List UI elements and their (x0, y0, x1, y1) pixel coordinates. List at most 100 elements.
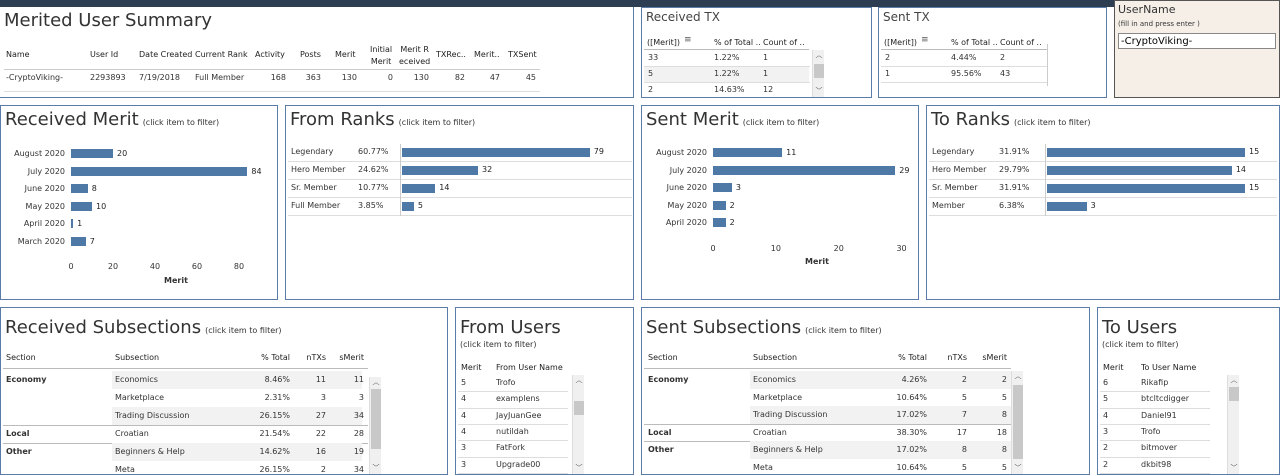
bar[interactable] (1047, 184, 1246, 193)
scroll-up-icon[interactable]: ︿ (372, 378, 380, 386)
pct-cell: 26.15% (259, 411, 290, 420)
fu-scroll-thumb[interactable] (574, 401, 584, 415)
tx-merit[interactable]: 2 (885, 53, 891, 62)
tx-merit[interactable]: 2 (648, 85, 654, 94)
subsection-cell[interactable]: Meta (115, 465, 135, 474)
received-merit-xlabel: Merit (164, 276, 188, 285)
section-cell[interactable]: Economy (648, 375, 689, 384)
bar[interactable] (1047, 166, 1232, 175)
section-cell[interactable]: Local (648, 427, 672, 437)
bar[interactable] (713, 218, 726, 227)
tx-merit[interactable]: 33 (648, 53, 659, 62)
pct-cell: 2.31% (264, 393, 290, 402)
bar[interactable] (402, 202, 414, 211)
bar[interactable] (713, 200, 726, 210)
rank-name[interactable]: Legendary (932, 147, 975, 156)
col-merit2: Merit.. (474, 50, 500, 59)
rank-name[interactable]: Legendary (291, 147, 334, 156)
bar-value: 20 (117, 149, 128, 158)
x-tick-label: 0 (68, 262, 74, 271)
scroll-down-icon[interactable]: ﹀ (815, 87, 823, 95)
rank-name[interactable]: Hero Member (932, 165, 987, 174)
tx-merit[interactable]: 1 (885, 69, 891, 78)
rs-scrollbar[interactable]: ︿ ﹀ (369, 377, 381, 474)
bar[interactable] (713, 165, 896, 175)
sort-icon[interactable]: ≡ (921, 35, 929, 45)
sort-icon[interactable]: ≡ (684, 35, 692, 45)
section-cell[interactable]: Other (6, 447, 32, 456)
bar[interactable] (71, 219, 74, 228)
tu-scroll-thumb[interactable] (1229, 387, 1239, 401)
scroll-up-icon[interactable]: ︿ (1230, 376, 1238, 384)
user-name[interactable]: FatFork (496, 443, 526, 453)
user-name[interactable]: Daniel91 (1141, 410, 1177, 420)
scroll-up-icon[interactable]: ︿ (1014, 372, 1022, 380)
bar[interactable] (1047, 202, 1087, 211)
fu-scrollbar[interactable]: ︿ ﹀ (572, 375, 584, 474)
bar[interactable] (71, 201, 92, 211)
bar-value: 14 (439, 183, 450, 192)
rs-scroll-thumb[interactable] (371, 389, 381, 449)
user-name[interactable]: btcltcdigger (1141, 394, 1190, 404)
user-name[interactable]: dkbit98 (1141, 459, 1172, 469)
user-name[interactable]: Trofo (1141, 426, 1161, 436)
section-cell[interactable]: Economy (6, 375, 47, 384)
bar[interactable] (71, 149, 113, 158)
bar[interactable] (402, 184, 436, 193)
user-name[interactable]: nutildah (496, 426, 529, 436)
user-name[interactable]: Rikafip (1141, 378, 1169, 387)
bar[interactable] (71, 236, 86, 246)
subsection-cell[interactable]: Economics (115, 375, 158, 384)
rtx-scroll-thumb[interactable] (814, 64, 824, 78)
to-ranks-panel: To Ranks (click item to filter) Legendary… (926, 105, 1280, 300)
sent-merit-xlabel: Merit (805, 257, 829, 266)
user-name[interactable]: Trofo (496, 378, 516, 387)
user-name[interactable]: Upgrade00 (496, 459, 541, 469)
bar[interactable] (71, 184, 88, 193)
subsection-cell[interactable]: Marketplace (115, 393, 165, 402)
ss-scroll-thumb[interactable] (1013, 385, 1023, 459)
subsection-cell[interactable]: Marketplace (753, 392, 803, 402)
scroll-down-icon[interactable]: ﹀ (1014, 464, 1022, 472)
bar[interactable] (713, 148, 783, 157)
bar[interactable] (402, 166, 479, 175)
from-ranks-title: From Ranks (click item to filter) (290, 109, 475, 130)
row-line (1100, 472, 1210, 474)
user-name[interactable]: JayJuanGee (496, 410, 542, 420)
section-cell[interactable]: Local (6, 429, 30, 438)
scroll-down-icon[interactable]: ﹀ (372, 464, 380, 472)
subsection-cell[interactable]: Trading Discussion (115, 411, 190, 420)
rank-name[interactable]: Sr. Member (932, 183, 978, 192)
rank-name[interactable]: Hero Member (291, 165, 346, 174)
user-name[interactable]: bitmover (1141, 443, 1178, 453)
pct-cell: 26.15% (259, 465, 290, 474)
scroll-down-icon[interactable]: ﹀ (575, 464, 583, 472)
ss-scrollbar[interactable]: ︿ ﹀ (1011, 371, 1023, 474)
scroll-up-icon[interactable]: ︿ (575, 376, 583, 384)
rtx-scrollbar[interactable]: ︿ ﹀ (812, 50, 824, 97)
subsection-cell[interactable]: Beginners & Help (753, 445, 823, 454)
rank-name[interactable]: Sr. Member (291, 183, 337, 192)
subsection-cell[interactable]: Croatian (115, 429, 149, 438)
bar[interactable] (71, 166, 248, 176)
rank-name[interactable]: Member (932, 201, 965, 210)
bar-category: April 2020 (23, 219, 65, 228)
username-input[interactable] (1118, 33, 1276, 49)
scroll-up-icon[interactable]: ︿ (815, 51, 823, 59)
tx-merit[interactable]: 5 (648, 69, 654, 78)
subsection-cell[interactable]: Beginners & Help (115, 447, 185, 456)
subsection-cell[interactable]: Meta (753, 462, 773, 472)
bar[interactable] (713, 183, 732, 192)
rank-name[interactable]: Full Member (291, 201, 341, 210)
bar[interactable] (402, 148, 590, 157)
tu-scrollbar[interactable]: ︿ ﹀ (1227, 375, 1239, 474)
bar-value: 5 (417, 201, 423, 210)
subsection-cell[interactable]: Economics (753, 375, 796, 384)
subsection-cell[interactable]: Trading Discussion (753, 410, 828, 419)
subsection-cell[interactable]: Croatian (753, 427, 787, 437)
user-name[interactable]: examplens (496, 394, 540, 404)
rank-pct: 60.77% (358, 147, 389, 156)
bar[interactable] (1047, 148, 1246, 157)
section-cell[interactable]: Other (648, 445, 674, 454)
scroll-down-icon[interactable]: ﹀ (1230, 464, 1238, 472)
